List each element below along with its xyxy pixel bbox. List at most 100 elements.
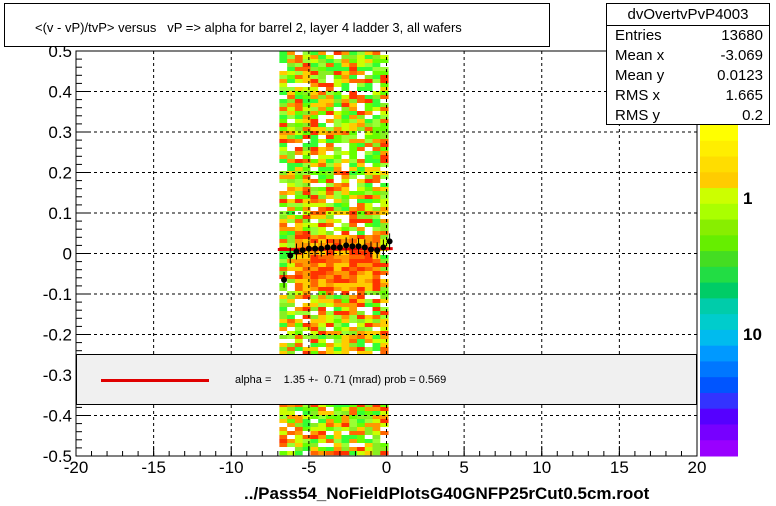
heat-cell (333, 299, 342, 304)
heat-cell (302, 419, 311, 424)
heat-cell (302, 163, 311, 168)
heat-cell (310, 339, 319, 344)
heat-cell (302, 311, 311, 316)
heat-cell (349, 87, 358, 92)
heat-cell (341, 307, 350, 312)
heat-cell (333, 143, 342, 148)
heat-cell (349, 119, 358, 124)
heat-cell (349, 283, 358, 288)
heat-cell (310, 343, 319, 348)
heat-cell (372, 243, 381, 248)
heat-cell (302, 95, 311, 100)
heat-cell (279, 59, 288, 64)
heat-cell (357, 135, 366, 140)
heat-cell (310, 143, 319, 148)
heat-cell (357, 187, 366, 192)
heat-cell (310, 223, 319, 228)
heat-cell (349, 71, 358, 76)
heat-cell (325, 171, 335, 176)
heat-cell (372, 447, 381, 452)
heat-cell (349, 351, 358, 356)
heat-cell (357, 403, 366, 408)
heat-cell (294, 271, 304, 276)
heat-cell (372, 431, 381, 436)
heat-cell (287, 243, 296, 248)
heat-cell (279, 307, 288, 312)
stats-value: 1.665 (725, 87, 763, 104)
heat-cell (318, 255, 327, 260)
heat-cell (349, 239, 358, 244)
heat-cell (294, 227, 304, 232)
heat-cell (380, 435, 389, 440)
heat-cell (287, 179, 296, 184)
heat-cell (380, 239, 389, 244)
heat-cell (302, 135, 311, 140)
heat-cell (372, 235, 381, 240)
heat-cell (279, 223, 288, 228)
heat-cell (287, 63, 296, 68)
heat-cell (349, 59, 358, 64)
heat-cell (364, 299, 374, 304)
heat-cell (364, 155, 374, 160)
heat-cell (310, 307, 319, 312)
heat-cell (333, 275, 342, 280)
heat-cell (380, 139, 389, 144)
heat-cell (333, 307, 342, 312)
heat-cell (357, 199, 366, 204)
heat-cell (333, 415, 342, 420)
heat-cell (318, 59, 327, 64)
heat-cell (372, 123, 381, 128)
heat-cell (341, 231, 350, 236)
heat-cell (364, 163, 374, 168)
heat-cell (380, 119, 389, 124)
heat-cell (318, 411, 327, 416)
heat-cell (349, 147, 358, 152)
heat-cell (287, 155, 296, 160)
heat-cell (364, 415, 374, 420)
heat-cell (349, 435, 358, 440)
heat-cell (341, 279, 350, 284)
heat-cell (333, 315, 342, 320)
heat-cell (302, 239, 311, 244)
heat-cell (279, 175, 288, 180)
heat-cell (341, 419, 350, 424)
heat-cell (318, 79, 327, 84)
heat-cell (341, 179, 350, 184)
heat-cell (349, 303, 358, 308)
heat-cell (318, 51, 327, 56)
heat-cell (302, 131, 311, 136)
heat-cell (372, 167, 381, 172)
heat-cell (357, 327, 366, 332)
heat-cell (325, 111, 335, 116)
heat-cell (333, 99, 342, 104)
heat-cell (372, 111, 381, 116)
heat-cell (333, 323, 342, 328)
heat-cell (325, 287, 335, 292)
heat-cell (302, 307, 311, 312)
heat-cell (279, 159, 288, 164)
heat-cell (372, 283, 381, 288)
heat-cell (364, 267, 374, 272)
heat-cell (310, 187, 319, 192)
heat-cell (364, 335, 374, 340)
heat-cell (364, 67, 374, 72)
heat-cell (380, 347, 389, 352)
heat-cell (294, 351, 304, 356)
heat-cell (310, 63, 319, 68)
heat-cell (279, 327, 288, 332)
heat-cell (325, 231, 335, 236)
heat-cell (279, 319, 288, 324)
palette-cell (700, 314, 738, 331)
stats-row-mean-y: Mean y 0.0123 (607, 66, 769, 86)
heat-cell (364, 199, 374, 204)
heat-cell (333, 119, 342, 124)
heat-cell (302, 67, 311, 72)
heat-cell (302, 195, 311, 200)
heat-cell (372, 407, 381, 412)
heat-cell (341, 263, 350, 268)
heat-cell (318, 203, 327, 208)
heat-cell (357, 159, 366, 164)
heat-cell (380, 203, 389, 208)
heat-cell (325, 99, 335, 104)
palette-cell (700, 329, 738, 347)
